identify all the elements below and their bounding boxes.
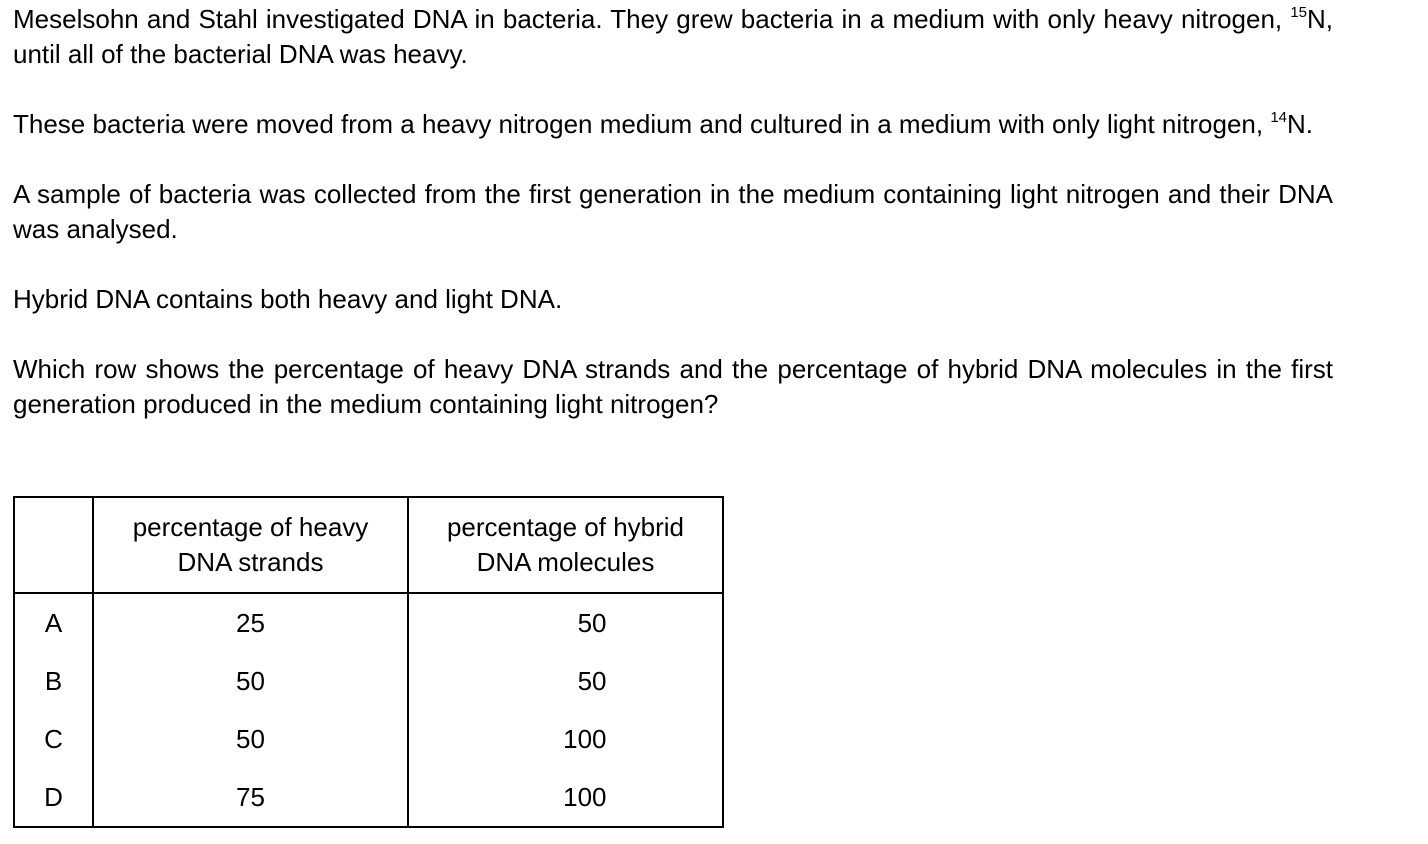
hybrid-cell: 50 — [407, 652, 724, 710]
paragraph-transfer-text: These bacteria were moved from a heavy n… — [13, 109, 1271, 139]
hybrid-value: 100 — [563, 781, 607, 812]
paragraph-hybrid-definition: Hybrid DNA contains both heavy and light… — [13, 284, 563, 314]
hybrid-value: 50 — [577, 665, 607, 696]
hybrid-value: 50 — [577, 607, 607, 638]
paragraph-intro-text-end: N, until all of the bacterial DNA was he… — [13, 4, 1333, 69]
paragraph-transfer-text-end: N. — [1287, 109, 1313, 139]
paragraph-intro-text: Meselsohn and Stahl investigated DNA in … — [13, 4, 1291, 34]
header-heavy-line1: percentage of heavy — [132, 512, 369, 542]
header-hybrid-line2: DNA molecules — [476, 547, 655, 577]
heavy-value: 75 — [92, 768, 409, 827]
option-letter: B — [13, 652, 94, 710]
heavy-value: 50 — [92, 710, 409, 768]
answer-options-table: percentage of heavy DNA strands percenta… — [13, 496, 724, 828]
option-letter: A — [13, 593, 94, 652]
header-hybrid-molecules: percentage of hybrid DNA molecules — [407, 497, 724, 594]
paragraph-intro: Meselsohn and Stahl investigated DNA in … — [13, 2, 1333, 72]
isotope-superscript-15: 15 — [1290, 4, 1307, 21]
table-row[interactable]: A 25 50 — [13, 593, 724, 652]
hybrid-value: 100 — [563, 723, 607, 754]
header-hybrid-line1: percentage of hybrid — [446, 512, 685, 542]
table-row[interactable]: C 50 100 — [13, 710, 724, 768]
paragraph-sample: A sample of bacteria was collected from … — [13, 179, 1333, 244]
heavy-value: 50 — [92, 652, 409, 710]
header-heavy-strands: percentage of heavy DNA strands — [92, 497, 409, 594]
question-prompt: Which row shows the percentage of heavy … — [13, 354, 1333, 419]
question-text: Meselsohn and Stahl investigated DNA in … — [13, 2, 1333, 422]
heavy-value: 25 — [92, 593, 409, 652]
table-row[interactable]: D 75 100 — [13, 768, 724, 827]
header-empty-cell — [13, 497, 94, 594]
option-letter: C — [13, 710, 94, 768]
hybrid-cell: 50 — [407, 593, 724, 652]
header-heavy-line2: DNA strands — [177, 547, 324, 577]
hybrid-cell: 100 — [407, 768, 724, 827]
isotope-superscript-14: 14 — [1270, 109, 1287, 126]
hybrid-cell: 100 — [407, 710, 724, 768]
option-letter: D — [13, 768, 94, 827]
table-header-row: percentage of heavy DNA strands percenta… — [13, 497, 724, 594]
paragraph-transfer: These bacteria were moved from a heavy n… — [13, 107, 1333, 142]
table-row[interactable]: B 50 50 — [13, 652, 724, 710]
